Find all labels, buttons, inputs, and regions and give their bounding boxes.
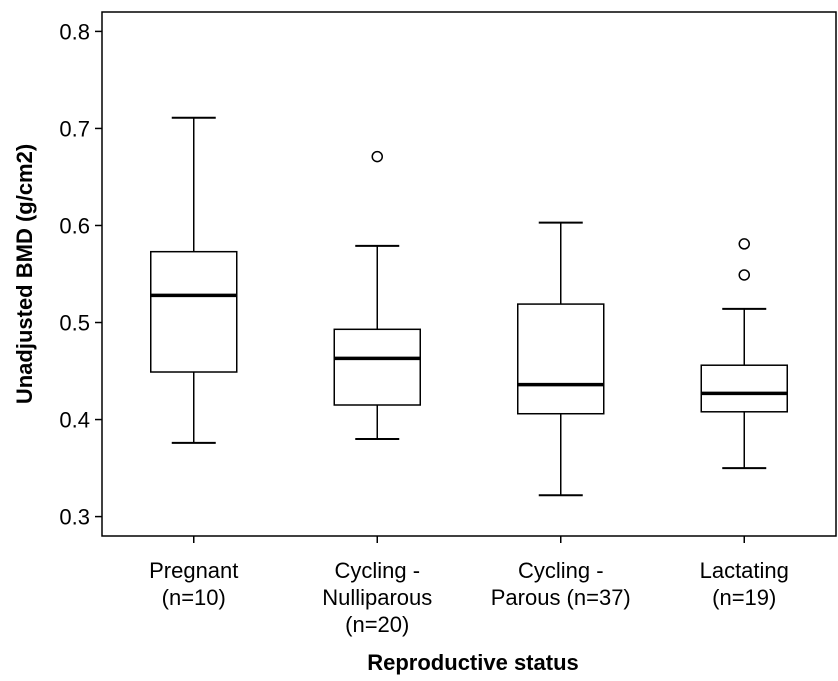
x-axis-labels: Pregnant(n=10)Cycling -Nulliparous(n=20)… [149,536,789,637]
iqr-box [333,328,421,406]
boxes-group [150,116,788,497]
y-tick-label: 0.8 [59,19,90,44]
iqr-box [150,250,238,373]
category-label: Pregnant [149,558,238,583]
category-label: Parous (n=37) [491,585,631,610]
category-label: (n=10) [162,585,226,610]
outlier-point [738,269,750,281]
outlier-point [738,238,750,250]
y-axis-title: Unadjusted BMD (g/cm2) [12,144,37,404]
y-tick-label: 0.7 [59,116,90,141]
box-group [700,238,788,470]
category-label: (n=20) [345,612,409,637]
box-group [150,116,238,444]
y-tick-label: 0.6 [59,213,90,238]
category-label: Nulliparous [322,585,432,610]
outlier-point [371,150,383,163]
category-label: Lactating [700,558,789,583]
y-tick-label: 0.5 [59,311,90,336]
category-label: (n=19) [712,585,776,610]
iqr-box [517,303,605,415]
x-axis-title: Reproductive status [367,650,579,675]
y-tick-label: 0.3 [59,505,90,530]
y-axis: 0.3 0.4 0.5 0.6 0.7 0.8 [59,19,102,530]
iqr-box [700,364,788,413]
plot-frame [101,11,837,537]
category-label: Cycling - [518,558,604,583]
y-tick-label: 0.4 [59,408,90,433]
box-group [333,150,421,440]
box-group [517,221,605,497]
category-label: Cycling - [334,558,420,583]
